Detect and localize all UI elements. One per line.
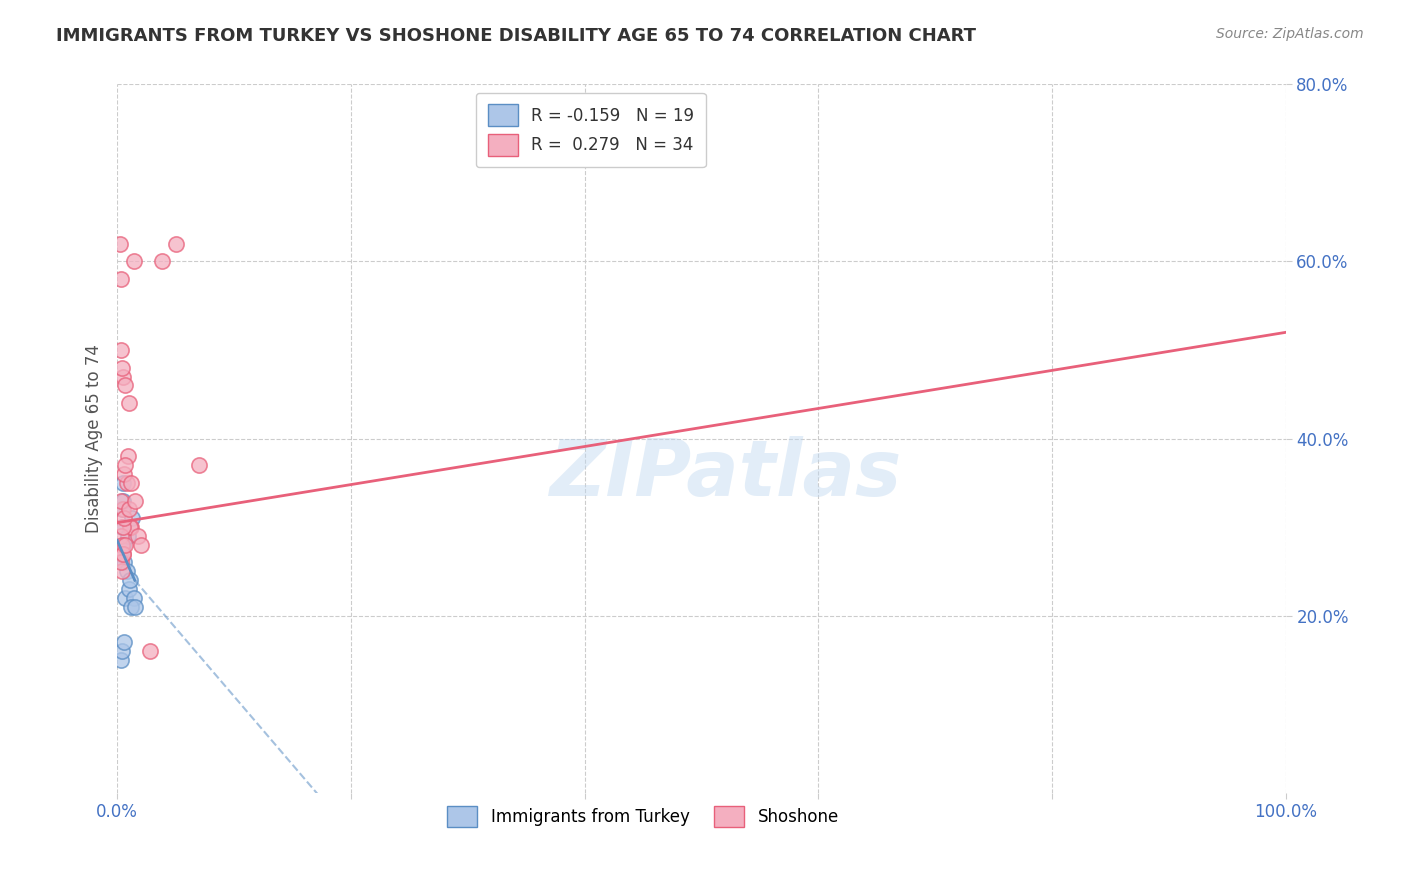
Point xyxy=(117,449,139,463)
Text: IMMIGRANTS FROM TURKEY VS SHOSHONE DISABILITY AGE 65 TO 74 CORRELATION CHART: IMMIGRANTS FROM TURKEY VS SHOSHONE DISAB… xyxy=(56,27,976,45)
Point xyxy=(110,493,132,508)
Point xyxy=(118,396,141,410)
Point xyxy=(112,547,135,561)
Point xyxy=(108,236,131,251)
Point xyxy=(114,591,136,605)
Point xyxy=(118,582,141,596)
Point xyxy=(124,493,146,508)
Point xyxy=(112,547,135,561)
Text: Source: ZipAtlas.com: Source: ZipAtlas.com xyxy=(1216,27,1364,41)
Point xyxy=(122,591,145,605)
Point xyxy=(112,635,135,649)
Point xyxy=(122,254,145,268)
Point xyxy=(110,529,132,543)
Point xyxy=(111,502,134,516)
Point xyxy=(120,599,142,614)
Point xyxy=(150,254,173,268)
Point xyxy=(129,538,152,552)
Point xyxy=(112,493,135,508)
Point xyxy=(118,502,141,516)
Point xyxy=(118,573,141,587)
Point xyxy=(111,644,134,658)
Point xyxy=(110,343,132,357)
Point xyxy=(112,475,135,490)
Text: ZIPatlas: ZIPatlas xyxy=(548,436,901,512)
Point xyxy=(115,565,138,579)
Y-axis label: Disability Age 65 to 74: Disability Age 65 to 74 xyxy=(86,344,103,533)
Point xyxy=(112,502,135,516)
Point xyxy=(112,538,135,552)
Point xyxy=(127,529,149,543)
Point xyxy=(124,599,146,614)
Point xyxy=(112,556,135,570)
Point xyxy=(139,644,162,658)
Point xyxy=(120,475,142,490)
Legend: Immigrants from Turkey, Shoshone: Immigrants from Turkey, Shoshone xyxy=(440,799,845,834)
Point xyxy=(112,520,135,534)
Point xyxy=(114,378,136,392)
Point xyxy=(110,272,132,286)
Point xyxy=(111,538,134,552)
Point xyxy=(112,511,135,525)
Point xyxy=(117,529,139,543)
Point xyxy=(165,236,187,251)
Point xyxy=(118,520,141,534)
Point xyxy=(112,369,135,384)
Point xyxy=(121,511,143,525)
Point xyxy=(110,556,132,570)
Point xyxy=(110,547,132,561)
Point xyxy=(115,475,138,490)
Point xyxy=(114,458,136,472)
Point xyxy=(111,360,134,375)
Point xyxy=(188,458,211,472)
Point xyxy=(120,520,142,534)
Point xyxy=(111,565,134,579)
Point xyxy=(110,653,132,667)
Point xyxy=(112,467,135,481)
Point xyxy=(111,520,134,534)
Point xyxy=(114,538,136,552)
